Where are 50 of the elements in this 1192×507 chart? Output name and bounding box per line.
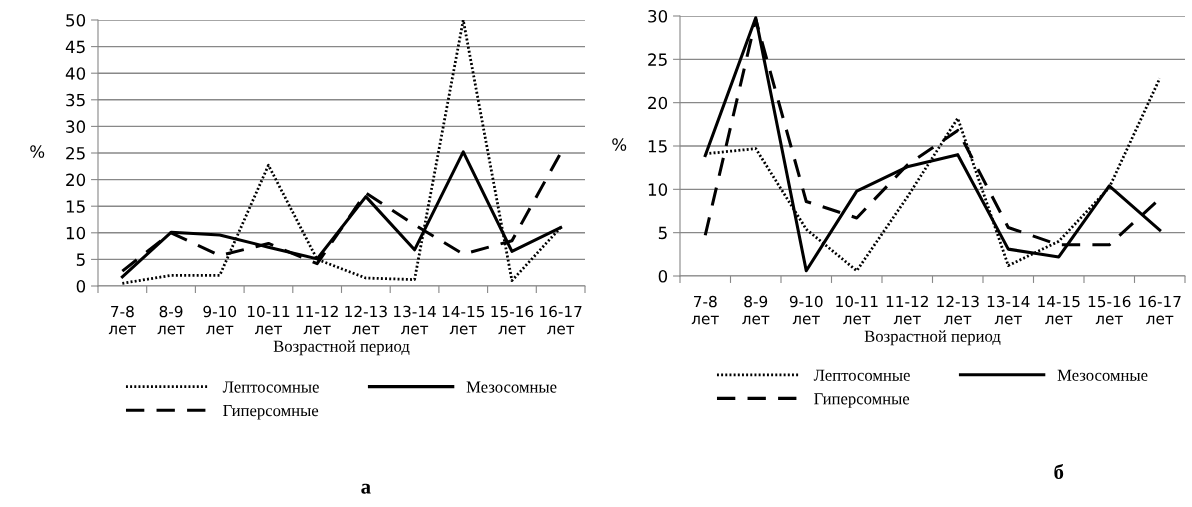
y-tick-label: 20 bbox=[648, 96, 668, 110]
x-tick-label: 10-11 лет bbox=[247, 305, 290, 335]
x-tick-label: 14-15 лет bbox=[1038, 295, 1080, 325]
x-tick-label: 7-8 лет bbox=[108, 305, 136, 335]
x-tick-label: 13-14 лет bbox=[987, 295, 1030, 325]
y-tick-label: 35 bbox=[66, 93, 85, 107]
legend-label: Мезосомные bbox=[466, 381, 557, 393]
x-tick-label: 12-13 лет bbox=[345, 305, 387, 335]
y-tick-label: 25 bbox=[66, 146, 85, 160]
x-tick-label: 8-9 лет bbox=[742, 295, 770, 325]
x-tick-label: 16-17 лет bbox=[540, 305, 582, 335]
y-tick-label: 10 bbox=[66, 226, 86, 240]
x-tick-label: 7-8 лет bbox=[691, 295, 719, 325]
x-tick-label: 9-10 лет bbox=[203, 305, 237, 335]
y-tick-label: 0 bbox=[76, 279, 86, 293]
legend-label: Лептосомные bbox=[222, 381, 319, 393]
legend-label: Гиперсомные bbox=[814, 393, 910, 408]
y-tick-label: 20 bbox=[66, 173, 86, 187]
y-tick-label: 15 bbox=[66, 200, 85, 213]
x-tick-label: 14-15 лет bbox=[442, 305, 485, 335]
x-tick-label: 11-12 лет bbox=[296, 305, 338, 335]
y-tick-label: 40 bbox=[65, 67, 86, 80]
y-tick-label: 5 bbox=[76, 253, 85, 266]
y-tick-label: 25 bbox=[648, 53, 667, 66]
y-tick-label: 50 bbox=[66, 13, 86, 27]
x-tick-label: 11-12 лет bbox=[886, 295, 928, 325]
y-tick-label: 15 bbox=[648, 140, 667, 153]
x-tick-label: 10-11 лет bbox=[836, 295, 878, 325]
x-tick-label: 9-10 лет bbox=[789, 295, 823, 325]
y-tick-label: 0 bbox=[658, 269, 668, 283]
x-axis-title: Возрастной период bbox=[273, 340, 410, 356]
y-axis-title: % bbox=[30, 145, 45, 158]
x-axis-title: Возрастной период bbox=[864, 330, 1001, 346]
text: б bbox=[1054, 463, 1064, 480]
legend-label: Лептосомные bbox=[813, 369, 910, 381]
y-tick-label: 45 bbox=[65, 40, 85, 54]
y-axis-title: % bbox=[612, 138, 627, 151]
y-tick-label: 5 bbox=[658, 226, 667, 240]
x-tick-label: 8-9 лет bbox=[157, 305, 185, 335]
x-tick-label: 12-13 лет bbox=[937, 295, 979, 325]
text: а bbox=[361, 483, 371, 494]
y-tick-label: 30 bbox=[648, 9, 668, 23]
x-tick-label: 15-16 лет bbox=[491, 305, 534, 335]
legend-label: Мезосомные bbox=[1057, 369, 1148, 381]
y-tick-label: 30 bbox=[66, 120, 86, 133]
y-tick-label: 10 bbox=[648, 183, 668, 196]
x-tick-label: 16-17 лет bbox=[1139, 295, 1181, 325]
x-tick-label: 15-16 лет bbox=[1088, 295, 1131, 325]
legend-label: Гиперсомные bbox=[223, 405, 319, 420]
x-tick-label: 13-14 лет bbox=[394, 305, 436, 335]
